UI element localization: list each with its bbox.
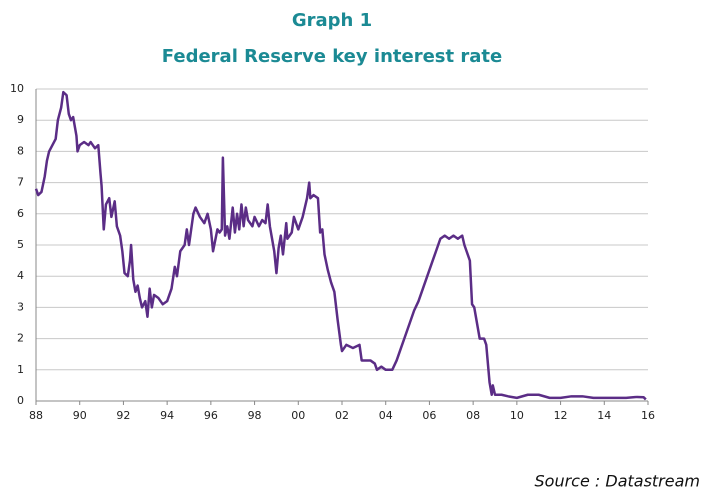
y-tick-label: 7 bbox=[17, 176, 24, 189]
x-tick-label: 92 bbox=[116, 409, 130, 422]
y-tick-label: 10 bbox=[10, 82, 24, 95]
y-tick-label: 5 bbox=[17, 238, 24, 251]
y-tick-label: 6 bbox=[17, 207, 24, 220]
x-tick-label: 02 bbox=[335, 409, 349, 422]
y-tick-label: 2 bbox=[17, 332, 24, 345]
chart-subtitle: Federal Reserve key interest rate bbox=[162, 46, 502, 67]
y-tick-label: 8 bbox=[17, 144, 24, 157]
x-tick-label: 10 bbox=[510, 409, 524, 422]
x-tick-label: 94 bbox=[160, 409, 174, 422]
x-tick-label: 04 bbox=[379, 409, 393, 422]
x-tick-label: 96 bbox=[204, 409, 218, 422]
y-tick-label: 9 bbox=[17, 113, 24, 126]
x-tick-label: 88 bbox=[29, 409, 43, 422]
x-tick-label: 08 bbox=[466, 409, 480, 422]
y-tick-label: 0 bbox=[17, 394, 24, 407]
x-tick-label: 06 bbox=[422, 409, 436, 422]
y-tick-label: 1 bbox=[17, 363, 24, 376]
rate-line bbox=[34, 90, 647, 401]
x-tick-label: 12 bbox=[554, 409, 568, 422]
chart-title: Graph 1 bbox=[292, 10, 372, 31]
source-note: Source : Datastream bbox=[535, 472, 701, 491]
x-tick-label: 90 bbox=[73, 409, 87, 422]
x-tick-label: 16 bbox=[641, 409, 655, 422]
y-tick-label: 4 bbox=[17, 269, 24, 282]
x-tick-label: 98 bbox=[248, 409, 262, 422]
y-tick-label: 3 bbox=[17, 300, 24, 313]
x-tick-label: 14 bbox=[597, 409, 611, 422]
x-tick-label: 00 bbox=[291, 409, 305, 422]
